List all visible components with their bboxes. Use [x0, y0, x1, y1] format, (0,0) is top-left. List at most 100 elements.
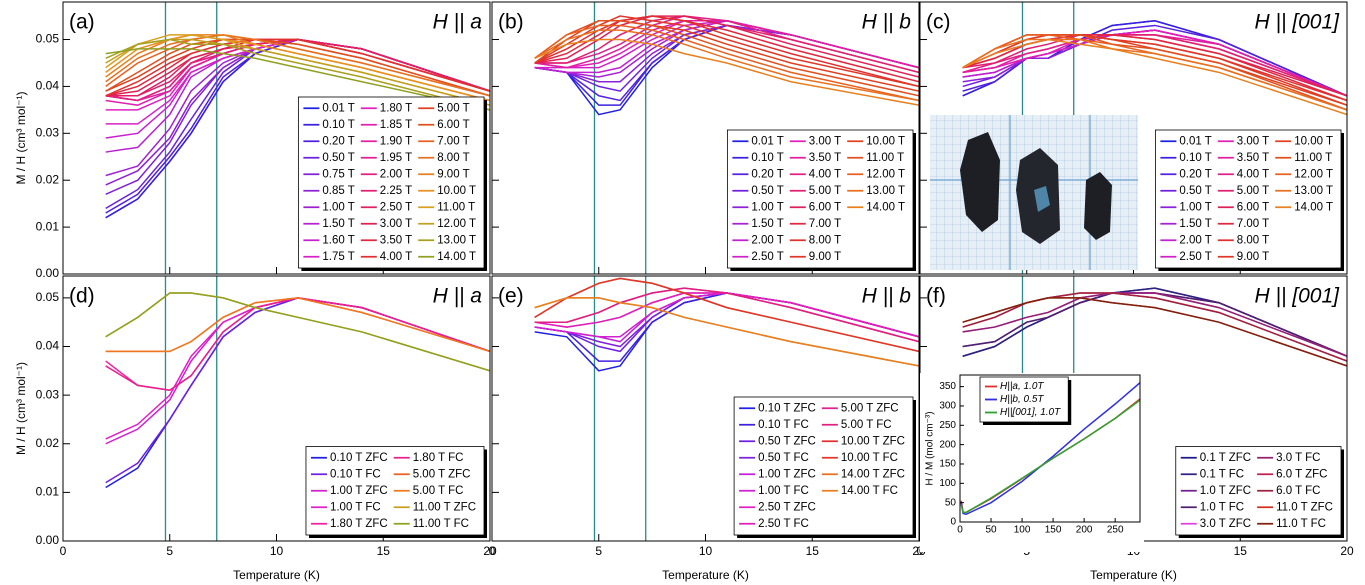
legend-label: 8.00 T — [809, 234, 841, 246]
legend-label: 0.85 T — [322, 185, 354, 197]
legend-label: 4.00 T — [809, 168, 841, 180]
legend-label: 1.00 T FC — [758, 485, 809, 497]
legend-label: 3.0 T ZFC — [1200, 518, 1251, 530]
legend-label: 14.00 T FC — [841, 485, 898, 497]
legend-label: 0.50 T — [1179, 185, 1211, 197]
y-tick-label: 0.05 — [36, 290, 60, 304]
legend-label: 1.85 T — [380, 119, 412, 131]
x-tick-label: 0 — [957, 525, 963, 536]
legend-label: 3.00 T — [380, 218, 412, 230]
y-axis-label: H / M (mol cm⁻³) — [925, 411, 936, 485]
legend-label: 13.00 T — [866, 185, 905, 197]
legend-label: 5.00 T FC — [413, 485, 464, 497]
legend-label: 0.1 T FC — [1200, 468, 1244, 480]
field-label: H || a — [433, 285, 482, 308]
legend-label: 1.00 T — [1179, 201, 1211, 213]
x-tick-label: 0 — [489, 544, 496, 558]
legend-label: 0.50 T — [751, 185, 783, 197]
legend-label: 0.50 T — [322, 152, 354, 164]
x-tick-label: 20 — [1340, 544, 1354, 558]
legend-label: 1.95 T — [380, 152, 412, 164]
panel-label: (d) — [69, 285, 95, 308]
page: {"chart_data": [ {"type": "line", "panel… — [0, 0, 1365, 585]
legend-label: 1.75 T — [322, 251, 354, 263]
legend: 0.01 T0.10 T0.20 T0.50 T1.00 T1.50 T2.00… — [727, 130, 916, 271]
legend-label: 0.01 T — [751, 135, 783, 147]
y-axis-label: M / H (cm³ mol⁻¹) — [14, 362, 28, 455]
legend-label: 8.00 T — [437, 152, 469, 164]
y-tick-label: 50 — [945, 497, 957, 508]
crystal-photo — [930, 115, 1138, 270]
x-axis-label: Temperature (K) — [662, 568, 749, 582]
curve — [106, 298, 490, 439]
y-tick-label: 0.00 — [36, 266, 60, 280]
legend-label: 2.50 T — [1179, 251, 1211, 263]
legend-label: 14.00 T — [1294, 201, 1333, 213]
field-label: H || [001] — [1255, 285, 1341, 308]
legend-label: 3.50 T — [380, 234, 412, 246]
x-tick-label: 15 — [806, 544, 820, 558]
x-tick-label: 150 — [1045, 525, 1062, 536]
legend-label: 9.00 T — [809, 251, 841, 263]
legend-label: 0.10 T — [751, 152, 783, 164]
legend-label: 14.00 T ZFC — [841, 468, 905, 480]
field-label: H || [001] — [1255, 11, 1341, 34]
legend-label: 12.00 T — [866, 168, 905, 180]
legend-label: 3.00 T — [1237, 135, 1269, 147]
legend-label: 5.00 T — [437, 102, 469, 114]
legend-label: 1.50 T — [1179, 218, 1211, 230]
panel-label: (f) — [926, 285, 946, 308]
x-tick-label: 10 — [270, 544, 284, 558]
panel: (b)H || b0.01 T0.10 T0.20 T0.50 T1.00 T1… — [492, 2, 919, 274]
legend-label: 0.10 T — [322, 119, 354, 131]
legend-label: 6.00 T — [1237, 201, 1269, 213]
legend-label: 1.50 T — [751, 218, 783, 230]
y-tick-label: 300 — [939, 401, 956, 412]
legend: 0.01 T0.10 T0.20 T0.50 T1.00 T1.50 T2.00… — [1155, 130, 1344, 271]
legend-label: 2.00 T — [1179, 234, 1211, 246]
legend-box — [734, 397, 913, 535]
legend-label: 10.00 T — [437, 185, 476, 197]
x-tick-label: 250 — [1107, 525, 1124, 536]
y-tick-label: 150 — [939, 459, 956, 470]
legend-label: 0.10 T — [1179, 152, 1211, 164]
legend-label: 11.00 T FC — [413, 518, 469, 530]
legend-label: 0.10 T FC — [758, 419, 809, 431]
legend-label: 5.00 T FC — [841, 419, 892, 431]
legend-label: 7.00 T — [1237, 218, 1269, 230]
legend-label: 4.00 T — [1237, 168, 1269, 180]
legend-label: 1.0 T FC — [1200, 501, 1244, 513]
legend-label: 0.75 T — [322, 168, 354, 180]
x-axis-label: Temperature (K) — [1090, 568, 1177, 582]
legend-label: 1.80 T — [380, 102, 412, 114]
legend-label: 6.0 T ZFC — [1276, 468, 1327, 480]
legend: 0.01 T0.10 T0.20 T0.50 T0.75 T0.85 T1.00… — [298, 97, 487, 271]
legend-label: 1.80 T ZFC — [330, 518, 388, 530]
legend-label: 9.00 T — [1237, 251, 1269, 263]
legend-label: 11.0 T FC — [1276, 518, 1326, 530]
legend-label: 1.00 T — [322, 201, 354, 213]
legend-label: 0.10 T ZFC — [758, 402, 816, 414]
legend-label: 2.25 T — [380, 185, 412, 197]
x-tick-label: 0 — [60, 544, 67, 558]
legend-label: 0.50 T ZFC — [758, 435, 816, 447]
legend-label: 1.80 T FC — [413, 452, 464, 464]
legend-label: 14.00 T — [437, 251, 476, 263]
y-tick-label: 0.04 — [36, 79, 60, 93]
legend-label: 13.00 T — [437, 234, 476, 246]
y-tick-label: 0.03 — [36, 125, 60, 139]
legend-label: 1.00 T — [751, 201, 783, 213]
x-tick-label: 5 — [166, 544, 173, 558]
y-tick-label: 0.04 — [36, 339, 60, 353]
legend-label: 12.00 T — [437, 218, 476, 230]
panel-label: (b) — [498, 11, 524, 34]
y-tick-label: 250 — [939, 420, 956, 431]
y-tick-label: 200 — [939, 439, 956, 450]
legend-label: 11.00 T — [1294, 152, 1332, 164]
field-label: H || a — [433, 11, 482, 34]
field-label: H || b — [862, 11, 912, 34]
legend-label: 11.00 T ZFC — [413, 501, 476, 513]
legend-label: 12.00 T — [1294, 168, 1333, 180]
